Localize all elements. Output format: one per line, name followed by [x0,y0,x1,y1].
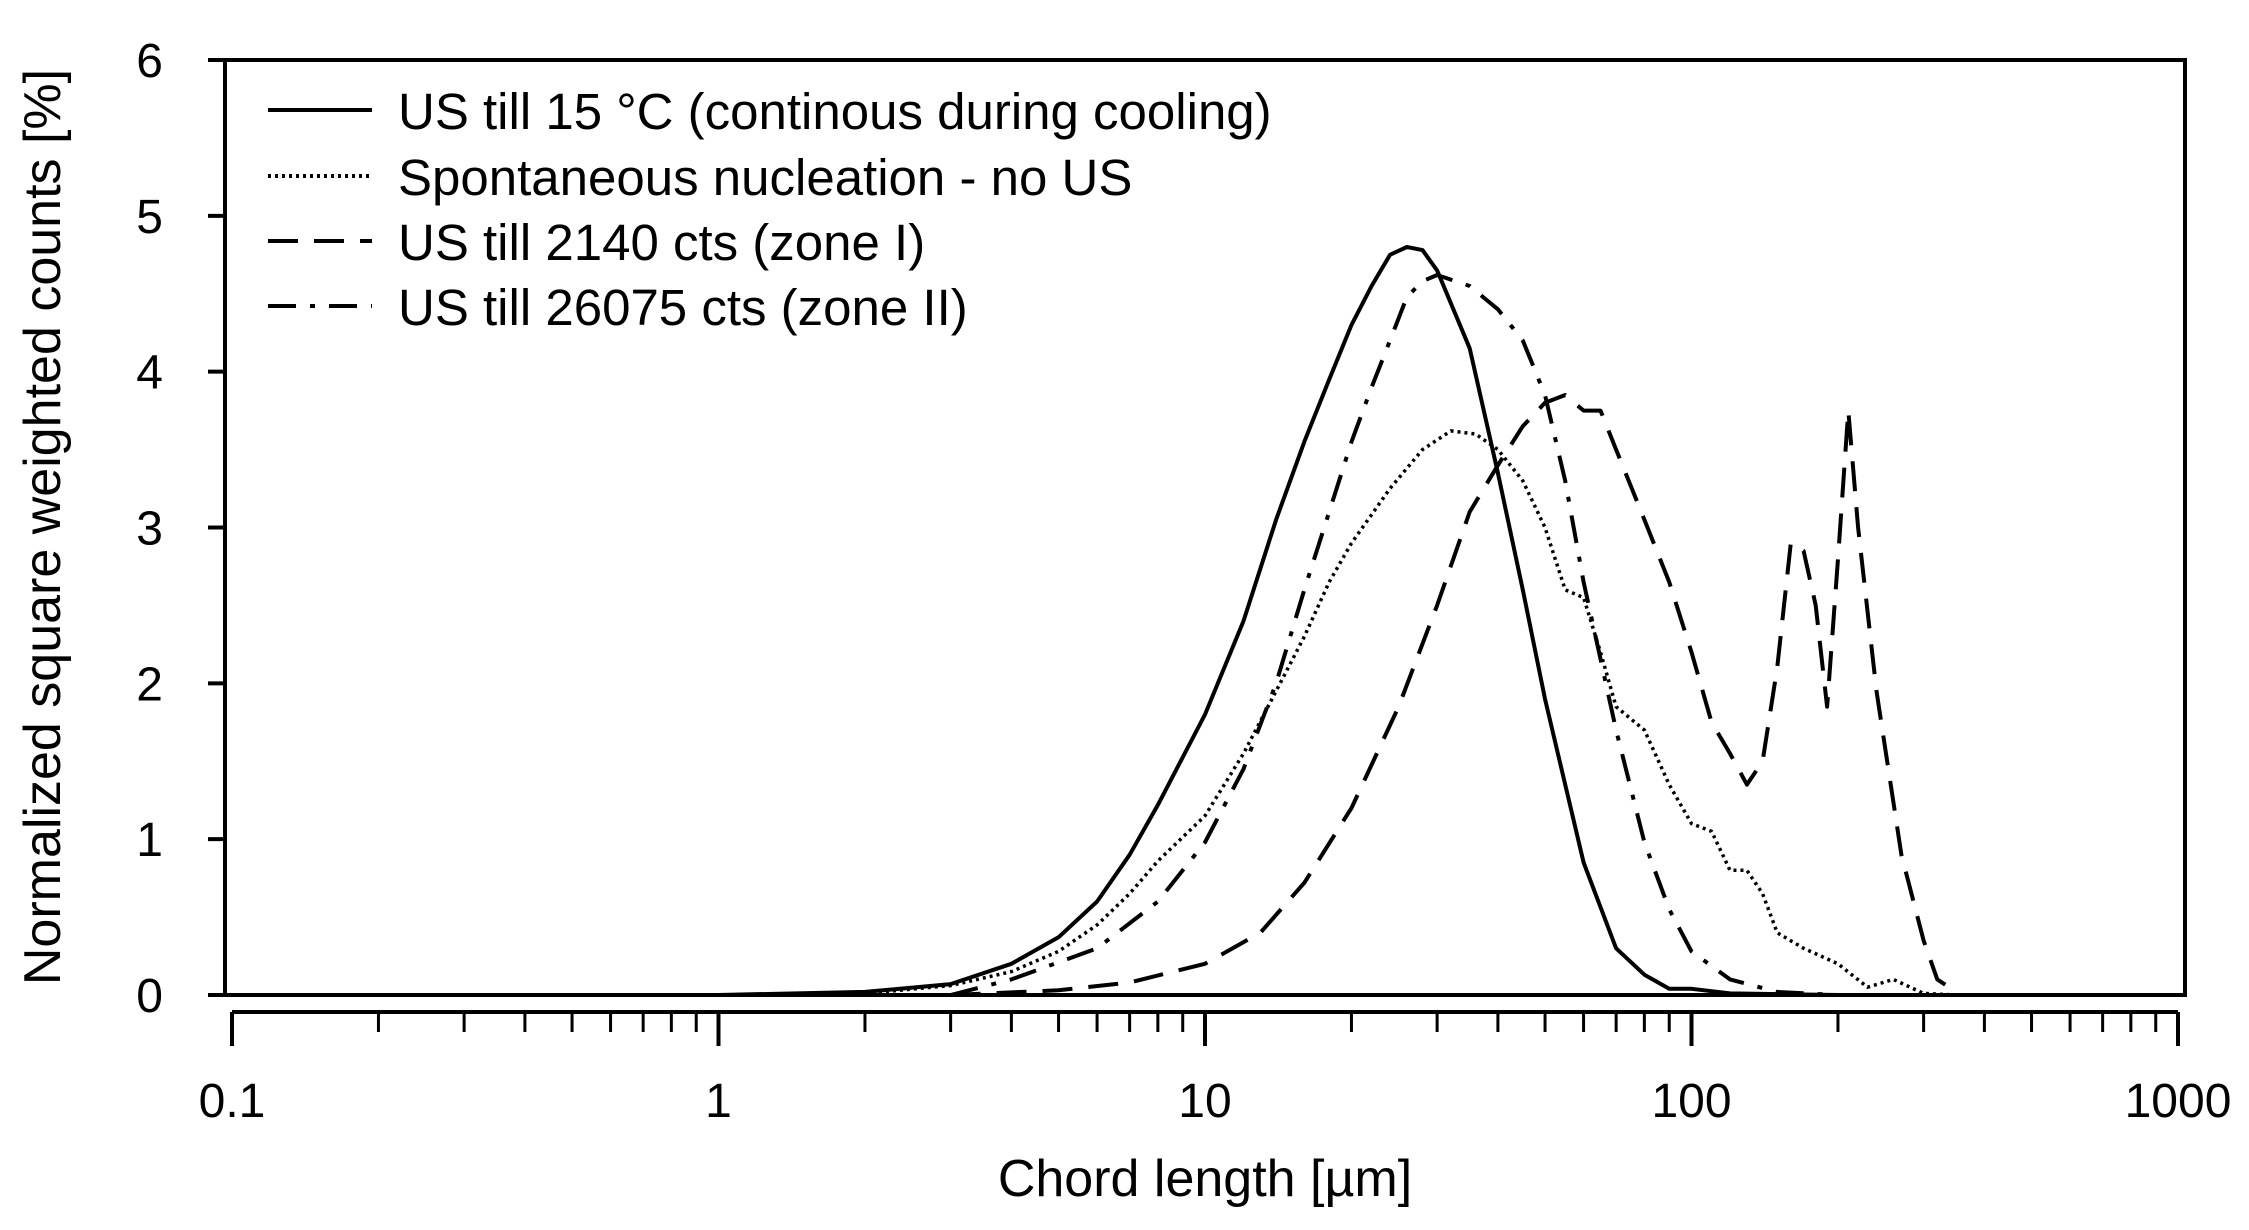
x-axis-title: Chord length [µm] [998,1150,1412,1208]
x-tick-label: 10 [1178,1075,1231,1128]
legend-label: US till 15 °C (continous during cooling) [398,83,1272,140]
x-tick-label: 0.1 [199,1075,266,1128]
x-tick-label: 1 [705,1075,732,1128]
y-tick-label: 5 [136,191,163,244]
series-line-dashdot [950,273,1839,997]
series-line-solid [718,245,2178,997]
x-tick-label: 1000 [2125,1075,2232,1128]
legend-label: US till 2140 cts (zone I) [398,214,925,271]
y-tick-label: 4 [136,347,163,400]
series-line-dotted [864,429,1957,997]
y-tick-label: 0 [136,970,163,1023]
series-layer [718,245,2178,997]
series-line-dashed [950,393,1958,997]
y-tick-label: 3 [136,503,163,556]
x-axis: 0.1 1 10 100 1000 [199,1010,2232,1128]
y-axis: 0 1 2 3 4 5 6 [136,35,225,1023]
x-tick-label: 100 [1651,1075,1731,1128]
y-tick-label: 6 [136,35,163,88]
legend: US till 15 °C (continous during cooling)… [268,83,1272,336]
legend-label: US till 26075 cts (zone II) [398,279,968,336]
legend-label: Spontaneous nucleation - no US [398,149,1132,206]
y-tick-label: 2 [136,658,163,711]
y-tick-label: 1 [136,814,163,867]
y-axis-title: Normalized square weighted counts [%] [14,69,72,985]
